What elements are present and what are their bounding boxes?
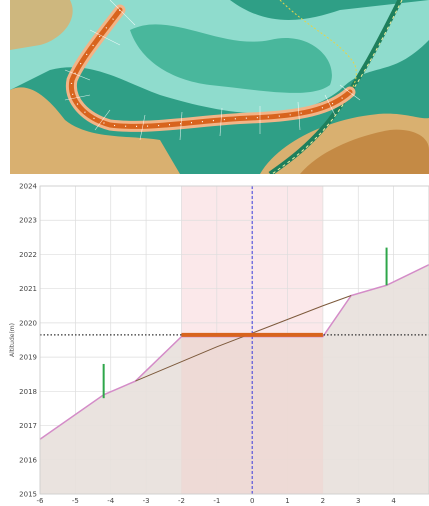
map-land-top-left xyxy=(10,0,73,50)
y-tick-label: 2022 xyxy=(19,251,37,259)
x-tick-label: 1 xyxy=(285,497,289,505)
x-tick-label: 2 xyxy=(321,497,325,505)
map-land-dark xyxy=(300,129,429,174)
x-tick-label: 0 xyxy=(250,497,254,505)
y-tick-label: 2016 xyxy=(19,456,37,464)
x-tick-label: -1 xyxy=(213,497,220,505)
x-tick-label: -2 xyxy=(178,497,185,505)
x-tick-label: -3 xyxy=(143,497,150,505)
y-tick-label: 2020 xyxy=(19,319,37,327)
x-tick-label: 4 xyxy=(391,497,396,505)
map-cross-sections xyxy=(64,0,361,141)
x-tick-label: -5 xyxy=(72,497,79,505)
map-river-dashed xyxy=(271,0,403,174)
y-tick-label: 2019 xyxy=(19,354,37,362)
y-tick-labels: 2015 2016 2017 2018 2019 2020 2021 2022 2023 2024 xyxy=(19,183,37,499)
profile-chart[interactable]: -6 -5 -4 -3 -2 -1 0 1 2 3 4 2015201620172018201920… xyxy=(0,178,429,506)
y-tick-label: 2023 xyxy=(19,217,37,225)
x-tick-labels: -6 -5 -4 -3 -2 -1 0 1 2 3 4 xyxy=(37,497,397,505)
y-tick-label: 2024 xyxy=(19,183,37,191)
x-tick-label: 3 xyxy=(356,497,360,505)
map-land-left xyxy=(10,87,180,174)
map-river xyxy=(268,0,403,174)
x-tick-label: -6 xyxy=(37,497,45,505)
y-tick-label: 2015 xyxy=(19,491,37,499)
y-axis-label: Altitude(m) xyxy=(9,323,16,357)
plot-frame xyxy=(39,185,429,495)
x-tick-label: -4 xyxy=(107,497,115,505)
y-tick-label: 2018 xyxy=(19,388,37,396)
map-route xyxy=(68,7,353,129)
y-tick-label: 2021 xyxy=(19,285,37,293)
map-panel[interactable] xyxy=(10,0,429,174)
y-tick-label: 2017 xyxy=(19,422,37,430)
map-water-mid xyxy=(130,24,332,93)
